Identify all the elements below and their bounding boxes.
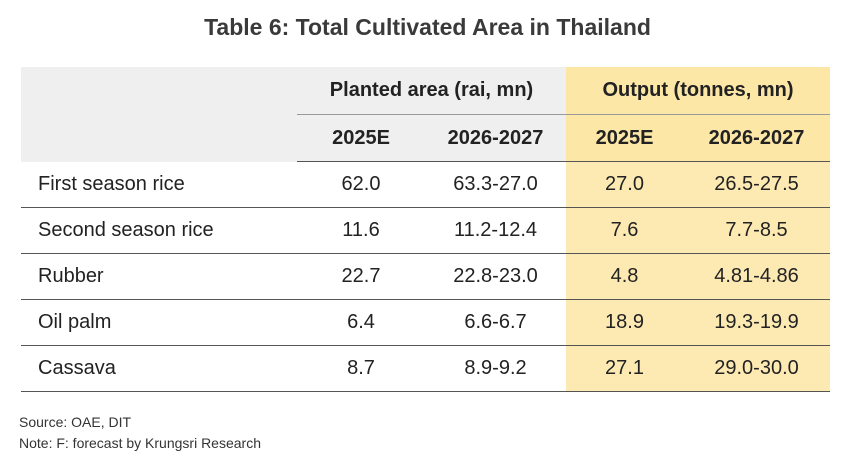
table-cell: 11.2-12.4 xyxy=(425,207,566,254)
row-label: Cassava xyxy=(21,345,297,392)
header-corner xyxy=(21,67,297,162)
table-cell: 19.3-19.9 xyxy=(683,299,831,346)
table-cell: 26.5-27.5 xyxy=(683,161,831,208)
forecast-note: Note: F: forecast by Krungsri Research xyxy=(19,435,261,451)
table-cell: 8.7 xyxy=(297,345,425,392)
output-2026-2027-header: 2026-2027 xyxy=(683,114,831,162)
cultivated-area-table: Planted area (rai, mn) Output (tonnes, m… xyxy=(21,67,831,392)
table-row: Rubber 22.7 22.8-23.0 4.8 4.81-4.86 xyxy=(21,253,831,300)
planted-2026-2027-header: 2026-2027 xyxy=(425,114,566,162)
row-label: Second season rice xyxy=(21,207,297,254)
table-cell: 7.6 xyxy=(566,207,683,254)
table-cell: 62.0 xyxy=(297,161,425,208)
table-cell: 6.6-6.7 xyxy=(425,299,566,346)
table-title: Table 6: Total Cultivated Area in Thaila… xyxy=(204,14,651,40)
table-row: First season rice 62.0 63.3-27.0 27.0 26… xyxy=(21,161,831,208)
table-cell: 27.0 xyxy=(566,161,683,208)
table-cell: 8.9-9.2 xyxy=(425,345,566,392)
row-label: First season rice xyxy=(21,161,297,208)
output-2025e-header: 2025E xyxy=(566,114,683,162)
table-cell: 4.8 xyxy=(566,253,683,300)
table-cell: 63.3-27.0 xyxy=(425,161,566,208)
table-cell: 7.7-8.5 xyxy=(683,207,831,254)
source-note: Source: OAE, DIT xyxy=(19,414,132,430)
planted-2025e-header: 2025E xyxy=(297,114,425,162)
table-cell: 27.1 xyxy=(566,345,683,392)
row-label: Rubber xyxy=(21,253,297,300)
table-row: Cassava 8.7 8.9-9.2 27.1 29.0-30.0 xyxy=(21,345,831,392)
table-cell: 6.4 xyxy=(297,299,425,346)
table-cell: 4.81-4.86 xyxy=(683,253,831,300)
table-row: Second season rice 11.6 11.2-12.4 7.6 7.… xyxy=(21,207,831,254)
output-header: Output (tonnes, mn) xyxy=(566,67,831,115)
table-row: Oil palm 6.4 6.6-6.7 18.9 19.3-19.9 xyxy=(21,299,831,346)
table-cell: 11.6 xyxy=(297,207,425,254)
table-cell: 29.0-30.0 xyxy=(683,345,831,392)
table-cell: 22.8-23.0 xyxy=(425,253,566,300)
row-label: Oil palm xyxy=(21,299,297,346)
planted-area-header: Planted area (rai, mn) xyxy=(297,67,566,115)
table-cell: 18.9 xyxy=(566,299,683,346)
table-cell: 22.7 xyxy=(297,253,425,300)
